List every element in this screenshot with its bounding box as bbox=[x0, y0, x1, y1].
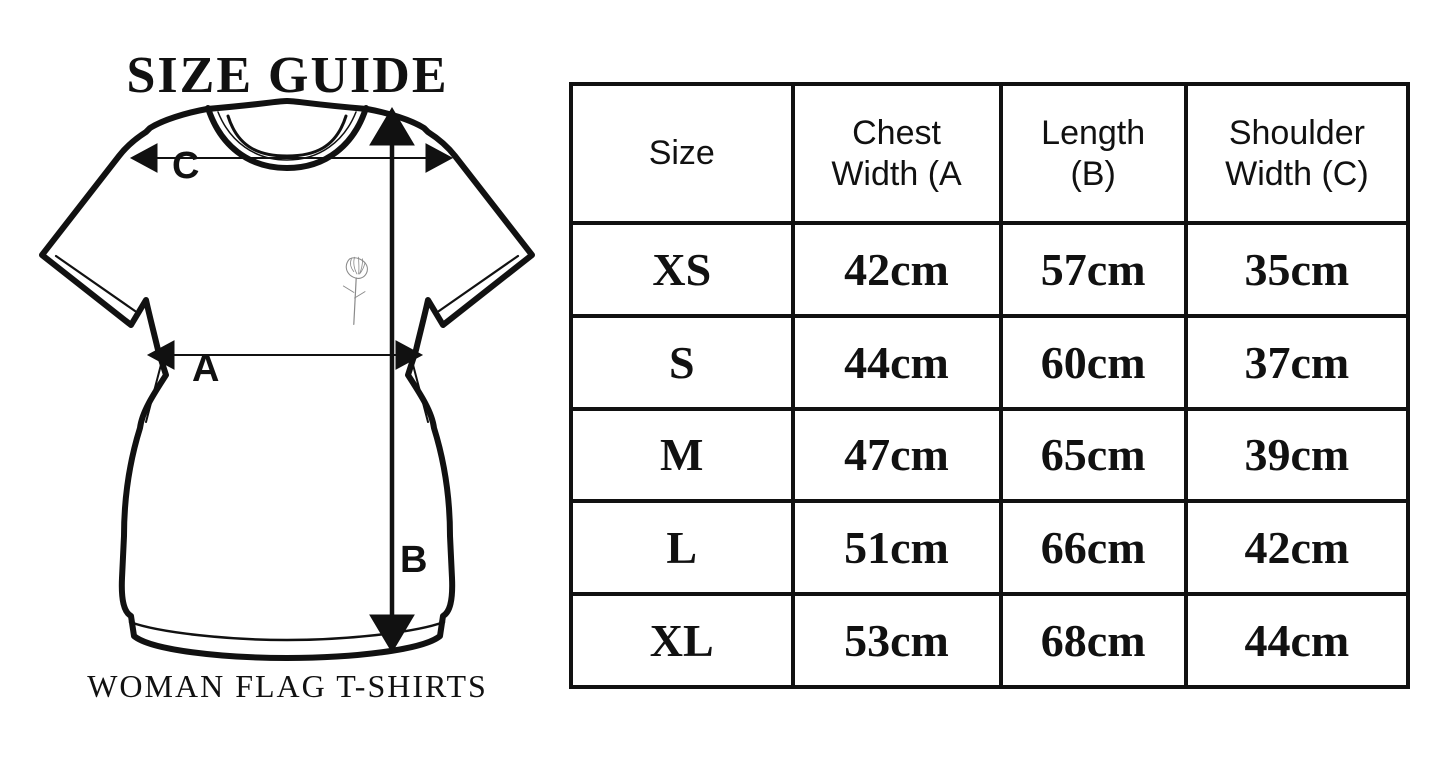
svg-text:A: A bbox=[192, 348, 219, 390]
svg-text:B: B bbox=[400, 539, 427, 581]
svg-text:C: C bbox=[172, 145, 199, 187]
